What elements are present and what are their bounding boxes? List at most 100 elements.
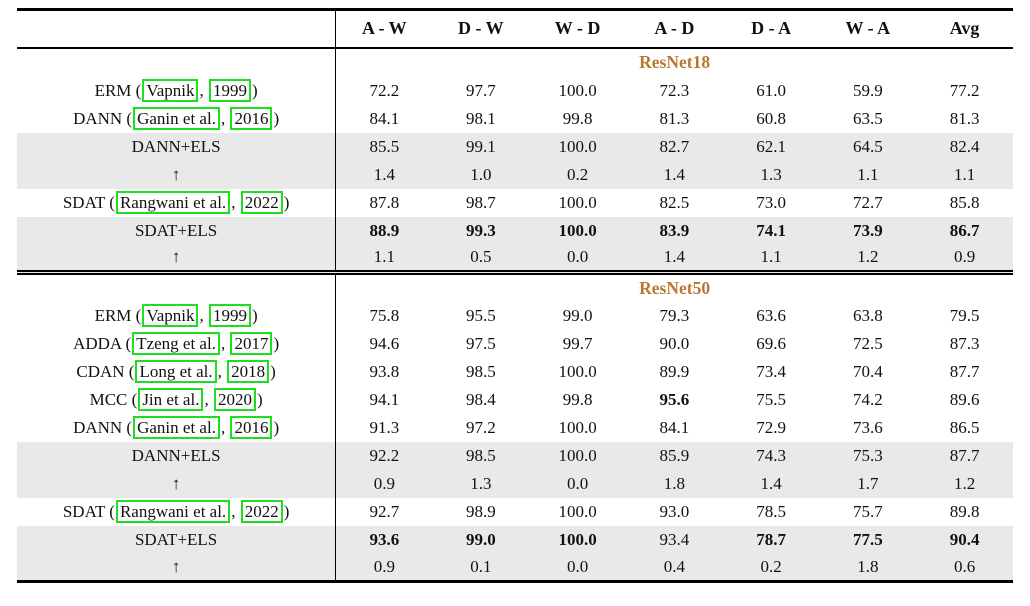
citation-link-box[interactable]: 2018 bbox=[227, 360, 270, 383]
citation-link-box[interactable]: 2022 bbox=[240, 500, 283, 523]
value-cell: 75.8 bbox=[335, 301, 433, 330]
table-row: DANN (Ganin et al., 2016) 84.1 98.1 99.8 81.… bbox=[17, 104, 1013, 133]
section-title-row: ResNet18 bbox=[17, 47, 1013, 77]
table-body: ResNet18 ERM (Vapnik, 1999) 72.2 97.7 100.0 7… bbox=[17, 47, 1013, 582]
value-cell: 87.8 bbox=[335, 188, 433, 217]
citation-link-box[interactable]: Rangwani et al. bbox=[115, 191, 231, 214]
citation-link-box[interactable]: Jin et al. bbox=[138, 388, 204, 411]
method-text: ↑ bbox=[171, 473, 181, 493]
value-cell: 0.9 bbox=[953, 247, 976, 267]
value-cell: 72.2 bbox=[335, 76, 433, 105]
value-cell: 72.7 bbox=[852, 192, 883, 212]
method-text: , bbox=[220, 418, 230, 437]
value-cell: 0.0 bbox=[566, 473, 589, 493]
value-cell: 81.3 bbox=[949, 108, 980, 128]
value-cell: 77.5 bbox=[852, 529, 883, 549]
citation-link-box[interactable]: 1999 bbox=[208, 304, 251, 327]
value-cell: 64.5 bbox=[852, 136, 883, 156]
method-cell: ADDA (Tzeng et al., 2017) bbox=[17, 330, 336, 358]
method-cell: SDAT (Rangwani et al., 2022) bbox=[17, 498, 336, 526]
citation-link-box[interactable]: Vapnik bbox=[142, 79, 199, 102]
value-cell: 94.1 bbox=[335, 385, 433, 414]
citation-link-box[interactable]: Tzeng et al. bbox=[132, 332, 220, 355]
method-text: ) bbox=[283, 193, 290, 212]
value-cell: 74.2 bbox=[852, 389, 883, 409]
value-cell: 75.5 bbox=[756, 389, 786, 409]
value-cell: 86.5 bbox=[949, 417, 980, 437]
value-cell: 1.4 bbox=[663, 247, 685, 267]
citation-link-box[interactable]: Vapnik bbox=[142, 304, 199, 327]
column-header: W - D bbox=[529, 9, 626, 49]
method-text: SDAT ( bbox=[62, 502, 115, 521]
table-row: DANN+ELS 92.2 98.5 100.0 85.9 74.3 75.3 87.7 bbox=[17, 441, 1013, 470]
citation-link-box[interactable]: Ganin et al. bbox=[133, 107, 220, 130]
value-cell: 89.9 bbox=[659, 361, 690, 381]
table-row: ↑ 0.9 1.3 0.0 1.8 1.4 1.7 1.2 bbox=[17, 469, 1013, 498]
value-cell: 0.0 bbox=[566, 556, 589, 576]
value-cell: 79.3 bbox=[659, 305, 690, 325]
value-cell: 93.0 bbox=[659, 501, 690, 521]
value-cell: 99.0 bbox=[562, 305, 593, 325]
value-cell: 97.2 bbox=[465, 417, 496, 437]
method-column-header bbox=[17, 9, 336, 49]
citation-link-box[interactable]: Ganin et al. bbox=[133, 416, 220, 439]
method-text: SDAT+ELS bbox=[134, 220, 218, 240]
value-cell: 100.0 bbox=[558, 529, 597, 549]
value-cell: 0.4 bbox=[663, 556, 685, 576]
citation-link-box[interactable]: Rangwani et al. bbox=[115, 500, 231, 523]
value-cell: 1.2 bbox=[857, 247, 879, 267]
table-row: SDAT (Rangwani et al., 2022) 92.7 98.9 100.… bbox=[17, 497, 1013, 526]
table-row: ↑ 0.9 0.1 0.0 0.4 0.2 1.8 0.6 bbox=[17, 553, 1013, 582]
method-cell: SDAT+ELS bbox=[17, 217, 336, 245]
table-row: ↑ 1.1 0.5 0.0 1.4 1.1 1.2 0.9 bbox=[17, 244, 1013, 273]
citation-link-box[interactable]: 2020 bbox=[213, 388, 256, 411]
citation-link-box[interactable]: 1999 bbox=[208, 79, 251, 102]
value-cell: 100.0 bbox=[558, 80, 597, 100]
method-text: DANN ( bbox=[73, 418, 133, 437]
citation-link-box[interactable]: 2017 bbox=[230, 332, 273, 355]
value-cell: 98.9 bbox=[465, 501, 496, 521]
value-cell: 1.2 bbox=[953, 473, 976, 493]
value-cell: 1.8 bbox=[857, 556, 879, 576]
method-text: ) bbox=[273, 109, 280, 128]
method-text: ) bbox=[283, 502, 290, 521]
value-cell: 74.1 bbox=[756, 220, 786, 240]
value-cell: 72.9 bbox=[756, 417, 786, 437]
value-cell: 0.0 bbox=[566, 247, 589, 267]
value-cell: 82.5 bbox=[659, 192, 690, 212]
column-header: A - W bbox=[335, 9, 433, 49]
section-title-row: ResNet50 bbox=[17, 270, 1013, 302]
table-row: ↑ 1.4 1.0 0.2 1.4 1.3 1.1 1.1 bbox=[17, 160, 1013, 189]
value-cell: 75.7 bbox=[852, 501, 883, 521]
method-text: SDAT ( bbox=[62, 193, 115, 212]
method-text: ) bbox=[251, 306, 258, 325]
value-cell: 99.8 bbox=[562, 389, 593, 409]
method-text: ADDA ( bbox=[73, 334, 132, 353]
citation-link-box[interactable]: 2016 bbox=[230, 107, 273, 130]
value-cell: 1.0 bbox=[470, 164, 492, 184]
value-cell: 85.8 bbox=[949, 192, 980, 212]
value-cell: 99.7 bbox=[562, 333, 593, 353]
value-cell: 91.3 bbox=[335, 413, 433, 442]
method-text: ERM ( bbox=[94, 81, 142, 100]
value-cell: 93.8 bbox=[335, 357, 433, 386]
value-cell: 98.1 bbox=[465, 108, 496, 128]
method-cell: ↑ bbox=[17, 470, 336, 498]
value-cell: 92.2 bbox=[335, 441, 433, 470]
value-cell: 1.3 bbox=[470, 473, 492, 493]
citation-link-box[interactable]: Long et al. bbox=[135, 360, 217, 383]
value-cell: 82.4 bbox=[949, 136, 980, 156]
value-cell: 99.3 bbox=[465, 220, 496, 240]
method-text: DANN+ELS bbox=[131, 136, 221, 156]
table-row: DANN (Ganin et al., 2016) 91.3 97.2 100.0 84… bbox=[17, 413, 1013, 442]
value-cell: 87.3 bbox=[949, 333, 980, 353]
value-cell: 1.1 bbox=[953, 164, 976, 184]
value-cell: 93.4 bbox=[659, 529, 690, 549]
value-cell: 98.5 bbox=[465, 361, 496, 381]
method-cell: SDAT (Rangwani et al., 2022) bbox=[17, 189, 336, 217]
citation-link-box[interactable]: 2022 bbox=[240, 191, 283, 214]
citation-link-box[interactable]: 2016 bbox=[230, 416, 273, 439]
table-row: ADDA (Tzeng et al., 2017) 94.6 97.5 99.7 90.… bbox=[17, 329, 1013, 358]
